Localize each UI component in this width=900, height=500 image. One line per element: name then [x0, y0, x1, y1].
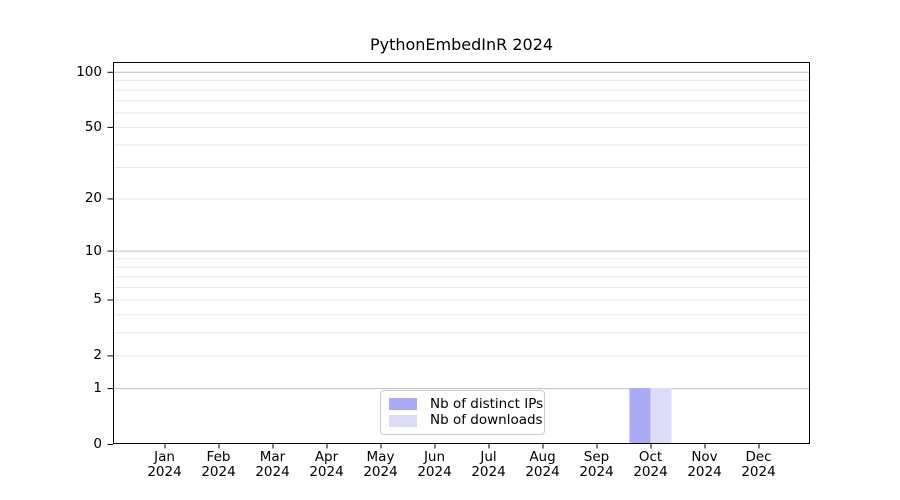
x-tick-month: Jun: [423, 449, 446, 465]
x-tick-month: Jan: [154, 449, 175, 465]
chart-title: PythonEmbedInR 2024: [369, 35, 554, 54]
y-tick-label-10: 10: [84, 242, 102, 259]
y-tick-label-0: 0: [93, 436, 102, 452]
plot-area: [107, 62, 810, 449]
x-tick-label-mar: Mar 2024: [238, 450, 308, 480]
x-tick-month: Nov: [691, 449, 718, 465]
x-tick-label-aug: Aug 2024: [508, 450, 578, 480]
x-tick-year: 2024: [471, 464, 506, 480]
x-tick-year: 2024: [147, 464, 182, 480]
x-tick-month: Dec: [745, 449, 772, 465]
x-tick-year: 2024: [417, 464, 452, 480]
x-tick-month: Aug: [529, 449, 556, 465]
x-tick-label-apr: Apr 2024: [292, 450, 362, 480]
legend-swatch-downloads: [389, 414, 417, 427]
legend: Nb of distinct IPs Nb of downloads: [380, 390, 545, 435]
plot-svg: [107, 62, 810, 449]
x-tick-label-nov: Nov 2024: [670, 450, 740, 480]
y-tick-label-1: 1: [93, 380, 102, 397]
x-tick-month: Apr: [314, 449, 339, 465]
x-tick-month: Jul: [480, 449, 497, 465]
x-tick-label-sep: Sep 2024: [562, 450, 632, 480]
legend-label-distinct-ips: Nb of distinct IPs: [430, 395, 544, 412]
y-tick-label-50: 50: [84, 118, 102, 135]
x-tick-label-jul: Jul 2024: [454, 450, 524, 480]
legend-item-downloads: Nb of downloads: [389, 413, 543, 428]
x-tick-year: 2024: [255, 464, 290, 480]
legend-swatch-distinct-ips: [389, 398, 417, 411]
x-tick-label-may: May 2024: [346, 450, 416, 480]
x-tick-year: 2024: [579, 464, 614, 480]
legend-item-distinct-ips: Nb of distinct IPs: [389, 396, 543, 412]
y-tick-label-2: 2: [93, 347, 102, 364]
x-tick-year: 2024: [363, 464, 398, 480]
x-tick-label-jan: Jan 2024: [130, 450, 200, 480]
x-tick-year: 2024: [525, 464, 560, 480]
x-tick-label-dec: Dec 2024: [724, 450, 794, 480]
y-tick-label-20: 20: [84, 190, 102, 207]
x-tick-year: 2024: [741, 464, 776, 480]
x-tick-month: Oct: [638, 449, 663, 465]
x-tick-label-jun: Jun 2024: [400, 450, 470, 480]
x-tick-label-feb: Feb 2024: [184, 450, 254, 480]
x-tick-month: Feb: [206, 449, 231, 465]
x-tick-year: 2024: [687, 464, 722, 480]
y-tick-label-5: 5: [93, 291, 102, 308]
x-tick-month: Sep: [583, 449, 610, 465]
bar-nb-of-downloads-oct: [650, 388, 672, 444]
x-tick-month: Mar: [259, 449, 286, 465]
bar-nb-of-distinct-ips-oct: [629, 388, 651, 444]
x-tick-year: 2024: [201, 464, 236, 480]
plot-border: [113, 62, 810, 444]
x-tick-month: May: [366, 449, 395, 465]
y-tick-label-100: 100: [76, 63, 102, 80]
x-tick-label-oct: Oct 2024: [616, 450, 686, 480]
legend-label-downloads: Nb of downloads: [430, 412, 543, 429]
x-tick-year: 2024: [633, 464, 668, 480]
x-tick-year: 2024: [309, 464, 344, 480]
